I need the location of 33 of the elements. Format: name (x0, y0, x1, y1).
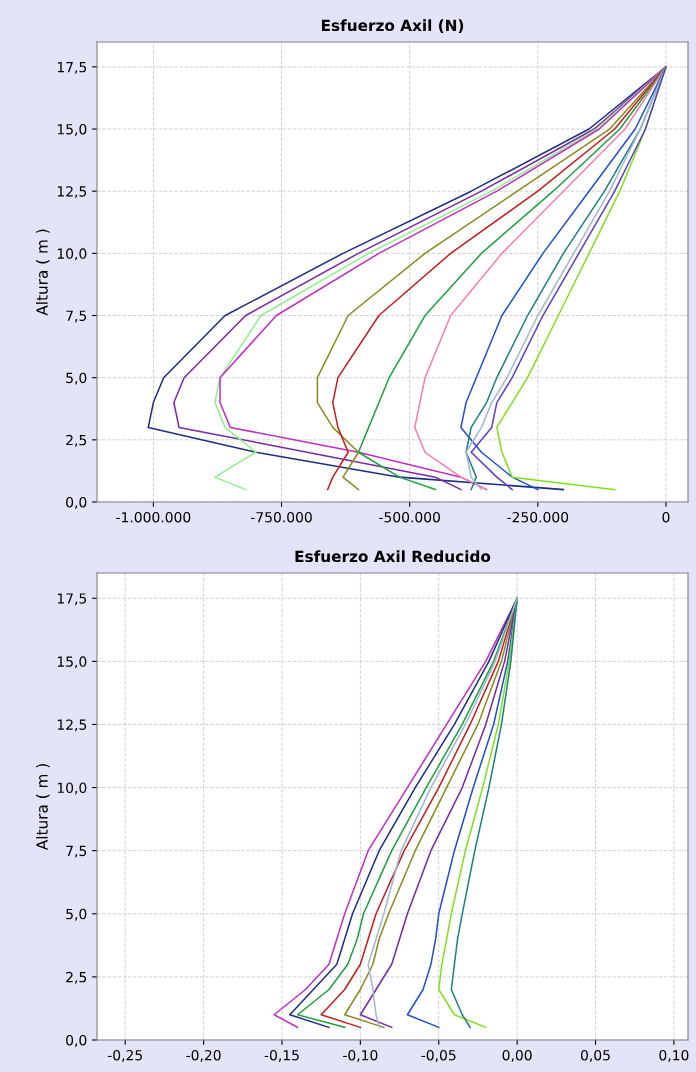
x-tick-label: -1.000.000 (116, 511, 191, 523)
y-tick-label: 5,0 (66, 372, 87, 385)
chart-title: Esfuerzo Axil Reducido (295, 550, 491, 563)
x-tick-label: 0,10 (659, 1049, 689, 1062)
y-tick-label: 12,5 (57, 186, 87, 199)
x-tick-label: 0,05 (580, 1049, 610, 1062)
y-tick-label: 2,5 (66, 434, 87, 447)
x-tick-label: -500.000 (379, 511, 440, 523)
y-tick-label: 17,5 (57, 62, 87, 74)
x-tick-label: -0,20 (186, 1049, 221, 1062)
y-tick-label: 7,5 (66, 845, 87, 858)
x-tick-label: 0,00 (502, 1049, 532, 1062)
x-tick-label: -250.000 (507, 511, 569, 523)
x-tick-label: -0,05 (421, 1049, 456, 1062)
y-tick-label: 17,5 (57, 593, 87, 606)
x-tick-label: 0 (662, 511, 670, 523)
x-tick-label: -750.000 (250, 511, 312, 523)
y-tick-label: 0,0 (66, 1034, 87, 1047)
y-tick-label: 12,5 (57, 719, 87, 732)
x-tick-label: -0,15 (264, 1049, 299, 1062)
y-tick-label: 0,0 (66, 496, 87, 509)
chart-title: Esfuerzo Axil (N) (321, 19, 464, 33)
y-tick-label: 15,0 (57, 124, 87, 136)
y-tick-label: 2,5 (66, 971, 87, 984)
x-tick-label: -0,25 (107, 1049, 142, 1062)
y-axis-title: Altura ( m ) (36, 229, 50, 316)
y-tick-label: 10,0 (57, 782, 87, 795)
y-tick-label: 7,5 (66, 310, 87, 323)
y-axis-title: Altura ( m ) (36, 764, 50, 851)
y-tick-label: 5,0 (66, 908, 87, 921)
y-tick-label: 10,0 (57, 248, 87, 261)
y-tick-label: 15,0 (57, 656, 87, 669)
x-tick-label: -0,10 (343, 1049, 378, 1062)
